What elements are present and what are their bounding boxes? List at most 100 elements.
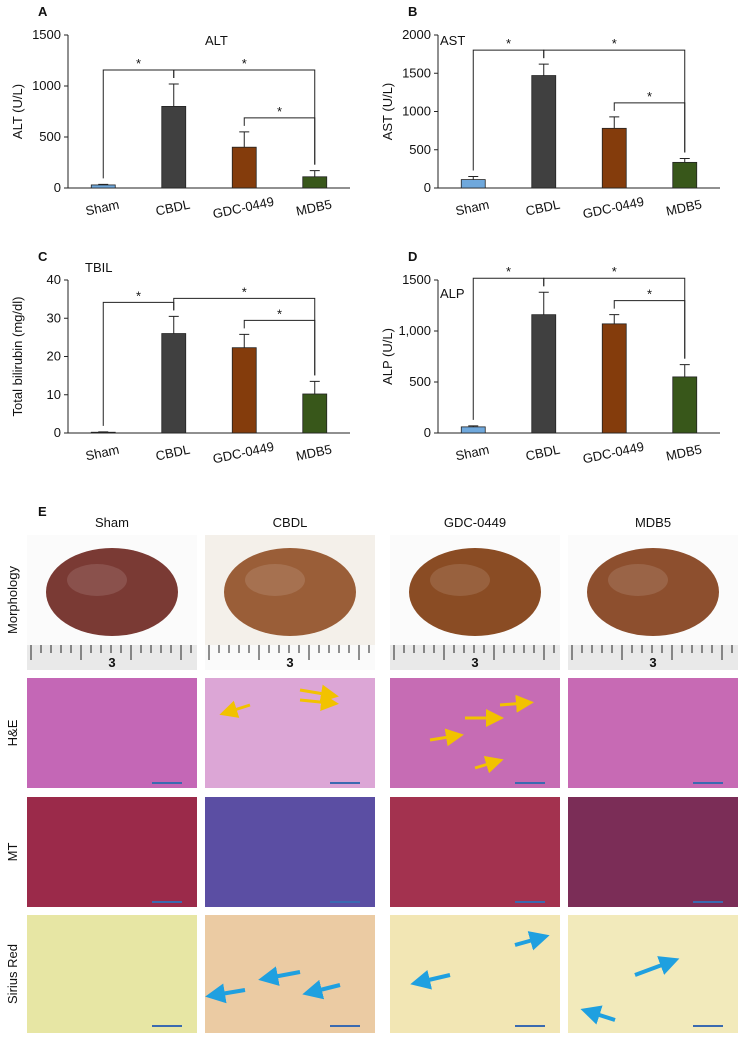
- y-tick-label: 1500: [32, 27, 61, 42]
- bar: [161, 106, 187, 189]
- significance-bracket: [543, 277, 686, 359]
- blue-arrow: [258, 966, 301, 986]
- bar: [302, 393, 328, 434]
- liver-highlight: [245, 564, 305, 596]
- bar: [672, 376, 698, 434]
- error-bar: [609, 314, 620, 324]
- y-tick-label: 500: [39, 129, 61, 144]
- error-bar: [468, 176, 479, 180]
- liver-highlight: [430, 564, 490, 596]
- yellow-arrow: [219, 700, 251, 718]
- significance-label: *: [612, 36, 617, 51]
- x-tick-label: CBDL: [154, 197, 191, 219]
- panel-letter: D: [408, 249, 417, 264]
- chart-title: ALT: [205, 33, 228, 48]
- x-tick-label: GDC-0449: [211, 194, 275, 222]
- ruler-label: 3: [286, 655, 293, 670]
- bar: [460, 179, 486, 189]
- y-tick-label: 500: [409, 142, 431, 157]
- he-image: [390, 678, 560, 788]
- significance-label: *: [647, 287, 652, 302]
- y-tick-label: 1,000: [398, 323, 431, 338]
- error-bar: [168, 315, 179, 334]
- y-tick-label: 1000: [402, 104, 431, 119]
- ruler: [390, 645, 560, 670]
- x-tick-label: Sham: [454, 197, 490, 219]
- mt-image: [205, 797, 375, 907]
- error-bar: [538, 291, 549, 315]
- liver-highlight: [608, 564, 668, 596]
- error-bar: [168, 83, 179, 107]
- y-tick-label: 500: [409, 374, 431, 389]
- yellow-arrow: [429, 728, 464, 747]
- significance-label: *: [647, 89, 652, 104]
- y-axis-label: AST (U/L): [380, 83, 395, 141]
- x-tick-label: CBDL: [154, 442, 191, 464]
- y-tick-label: 40: [47, 272, 61, 287]
- x-tick-label: CBDL: [524, 197, 561, 219]
- blue-arrow: [410, 969, 451, 990]
- bar: [601, 127, 627, 189]
- column-label: MDB5: [635, 515, 671, 530]
- ruler: [27, 645, 197, 670]
- error-bar: [468, 425, 479, 427]
- error-bar: [538, 63, 549, 76]
- blue-arrow: [634, 956, 680, 977]
- yellow-arrow: [299, 684, 339, 703]
- he-image: [568, 678, 738, 788]
- significance-label: *: [136, 56, 141, 71]
- bar: [161, 333, 187, 434]
- bar: [302, 176, 328, 189]
- chart-title: AST: [440, 33, 465, 48]
- bar: [672, 161, 698, 189]
- ruler: [568, 645, 738, 670]
- x-tick-label: MDB5: [295, 442, 333, 464]
- significance-label: *: [242, 284, 247, 299]
- y-tick-label: 30: [47, 310, 61, 325]
- significance-bracket: [173, 69, 316, 165]
- row-label: MT: [5, 843, 20, 862]
- blue-arrow: [205, 983, 246, 1004]
- significance-bracket: [173, 297, 316, 376]
- ruler: [205, 645, 375, 670]
- x-tick-label: MDB5: [665, 442, 703, 464]
- x-tick-label: CBDL: [524, 442, 561, 464]
- bar: [460, 426, 486, 434]
- error-bar: [609, 116, 620, 129]
- y-tick-label: 0: [54, 180, 61, 195]
- error-bar: [239, 131, 250, 148]
- error-bar: [679, 364, 690, 377]
- chart-title: ALP: [440, 286, 465, 301]
- blue-arrow: [514, 931, 550, 951]
- column-label: Sham: [95, 515, 129, 530]
- blue-arrow: [580, 1005, 616, 1025]
- error-bar: [309, 170, 320, 177]
- x-tick-label: Sham: [454, 442, 490, 464]
- x-tick-label: GDC-0449: [581, 439, 645, 467]
- significance-label: *: [242, 56, 247, 71]
- y-tick-label: 0: [54, 425, 61, 440]
- significance-label: *: [612, 264, 617, 279]
- x-tick-label: GDC-0449: [581, 194, 645, 222]
- bar: [531, 75, 557, 189]
- significance-label: *: [506, 36, 511, 51]
- y-axis-label: ALT (U/L): [10, 84, 25, 139]
- panel-letter: C: [38, 249, 48, 264]
- mt-image: [390, 797, 560, 907]
- sirius-red-image: [27, 915, 197, 1033]
- significance-label: *: [506, 264, 511, 279]
- column-label: GDC-0449: [444, 515, 506, 530]
- blue-arrow: [302, 979, 341, 1000]
- row-label: Morphology: [5, 566, 20, 634]
- x-tick-label: Sham: [84, 197, 120, 219]
- bar: [90, 184, 116, 189]
- significance-label: *: [277, 306, 282, 321]
- x-tick-label: MDB5: [295, 197, 333, 219]
- liver-highlight: [67, 564, 127, 596]
- x-tick-label: MDB5: [665, 197, 703, 219]
- sirius-red-image: [390, 915, 560, 1033]
- yellow-arrow: [474, 755, 504, 774]
- chart-title: TBIL: [85, 260, 112, 275]
- row-label: H&E: [5, 719, 20, 746]
